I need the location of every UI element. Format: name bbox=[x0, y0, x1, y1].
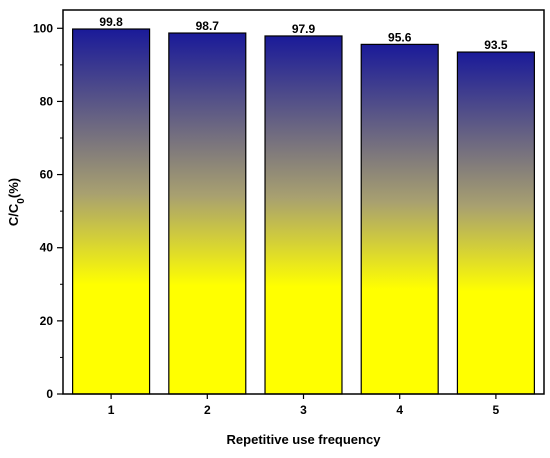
data-label-3: 97.9 bbox=[292, 22, 316, 36]
y-axis-title-subscript: 0 bbox=[16, 198, 27, 204]
x-tick-label-3: 3 bbox=[300, 403, 307, 417]
data-label-2: 98.7 bbox=[196, 19, 220, 33]
data-label-1: 99.8 bbox=[99, 15, 123, 29]
bar-2 bbox=[168, 32, 247, 395]
bar-3 bbox=[264, 35, 343, 395]
y-tick-label-80: 80 bbox=[40, 94, 54, 108]
x-axis-title: Repetitive use frequency bbox=[227, 432, 382, 447]
x-tick-label-5: 5 bbox=[493, 403, 500, 417]
labels-layer: 99.8 98.7 97.9 95.6 93.5 bbox=[99, 15, 507, 52]
x-tick-label-1: 1 bbox=[108, 403, 115, 417]
y-axis-title-main: C/C bbox=[6, 203, 21, 226]
y-tick-label-20: 20 bbox=[40, 314, 54, 328]
y-axis-title-suffix: (%) bbox=[6, 178, 21, 198]
y-tick-label-100: 100 bbox=[33, 21, 53, 35]
data-label-5: 93.5 bbox=[484, 38, 508, 52]
data-label-4: 95.6 bbox=[388, 30, 412, 44]
bars-layer bbox=[72, 28, 535, 395]
bar-4 bbox=[360, 43, 439, 395]
bar-5 bbox=[456, 51, 535, 395]
bar-1 bbox=[72, 28, 151, 395]
ticks-layer: 1 2 3 4 5 0 20 40 60 80 100 bbox=[33, 21, 500, 417]
y-axis-title: C/C0(%) bbox=[6, 178, 27, 226]
y-tick-label-0: 0 bbox=[46, 387, 53, 401]
y-tick-label-60: 60 bbox=[40, 168, 54, 182]
x-tick-label-2: 2 bbox=[204, 403, 211, 417]
x-tick-label-4: 4 bbox=[396, 403, 403, 417]
y-tick-label-40: 40 bbox=[40, 241, 54, 255]
